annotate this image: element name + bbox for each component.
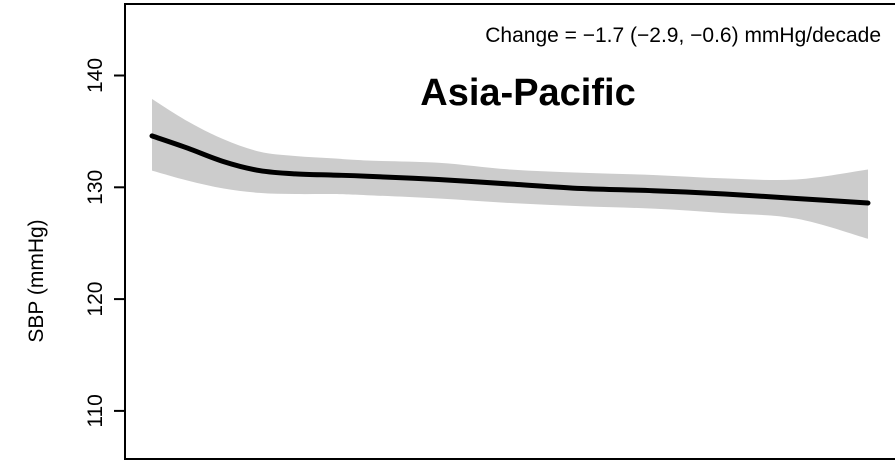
trend-line-layer (149, 133, 871, 206)
confidence-band (152, 99, 868, 239)
y-tick-label: 110 (84, 394, 107, 427)
y-tick-label: 130 (84, 170, 107, 205)
change-annotation: Change = −1.7 (−2.9, −0.6) mmHg/decade (485, 24, 881, 47)
panel-title: Asia-Pacific (420, 72, 635, 114)
y-axis: 110 120 130 140 (84, 58, 125, 428)
confidence-band-layer (152, 99, 868, 239)
y-axis-title: SBP (mmHg) (25, 219, 48, 342)
y-tick-label: 140 (84, 58, 107, 93)
plot-frame (124, 3, 895, 460)
y-tick-label: 120 (84, 282, 107, 317)
trend-line (149, 133, 871, 206)
